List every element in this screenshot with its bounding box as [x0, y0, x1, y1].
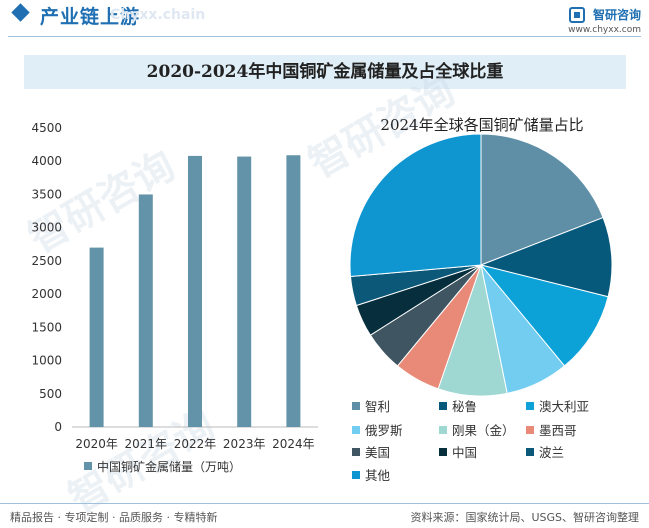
- pie-slice: [479, 264, 609, 367]
- y-tick-label: 3500: [31, 187, 62, 201]
- pie-legend-label: 墨西哥: [539, 423, 577, 438]
- pie-legend-label: 澳大利亚: [539, 399, 589, 414]
- pie-legend-swatch: [526, 448, 534, 456]
- pie-legend-swatch: [439, 426, 447, 434]
- pie-slice: [480, 133, 604, 266]
- y-tick-label: 2500: [31, 254, 62, 268]
- bar: [286, 155, 301, 427]
- pie-legend-swatch: [352, 471, 360, 479]
- pie-slice: [479, 216, 613, 298]
- pie-legend-swatch: [439, 402, 447, 410]
- legend-label: 中国铜矿金属储量（万吨）: [97, 459, 241, 474]
- pie-legend-label: 波兰: [539, 445, 564, 460]
- bar: [237, 156, 252, 427]
- header-watermark: Chyxx.chain: [110, 7, 206, 23]
- logo-url: www.chyxx.com: [568, 25, 641, 35]
- logo-icon: [568, 6, 585, 23]
- legend-swatch: [84, 462, 92, 470]
- bar: [89, 247, 104, 427]
- footer-slogan: 精品报告 · 专项定制 · 品质服务 · 专精特新: [10, 511, 218, 524]
- bar: [138, 194, 153, 427]
- y-tick-label: 1000: [31, 354, 62, 368]
- y-tick-label: 4000: [31, 154, 62, 168]
- y-tick-label: 2000: [31, 287, 62, 301]
- x-tick-label: 2024年: [272, 437, 315, 451]
- pie-legend-label: 其他: [365, 468, 391, 483]
- chart-main-title: 2020-2024年中国铜矿金属储量及占全球比重: [24, 55, 626, 89]
- pie-legend-label: 智利: [365, 399, 390, 414]
- pie-legend-label: 俄罗斯: [365, 423, 403, 438]
- pie-legend-swatch: [352, 402, 360, 410]
- pie-legend-label: 秘鲁: [452, 399, 477, 414]
- y-tick-label: 4500: [31, 121, 62, 135]
- pie-legend-label: 中国: [452, 445, 477, 460]
- y-tick-label: 1500: [31, 320, 62, 334]
- x-tick-label: 2023年: [223, 437, 266, 451]
- pie-legend-label: 刚果（金）: [452, 423, 515, 438]
- y-tick-label: 0: [54, 420, 62, 434]
- pie-title: 2024年全球各国铜矿储量占比: [380, 116, 583, 134]
- logo-name: 智研咨询: [592, 8, 641, 22]
- pie-legend-swatch: [352, 448, 360, 456]
- y-tick-label: 3000: [31, 221, 62, 235]
- pie-slice: [349, 133, 482, 278]
- pie-legend-swatch: [526, 402, 534, 410]
- y-tick-label: 500: [39, 387, 62, 401]
- section-title: 产业链上游: [40, 6, 141, 28]
- pie-legend-swatch: [352, 426, 360, 434]
- pie-legend-label: 美国: [365, 445, 390, 460]
- x-tick-label: 2021年: [125, 437, 168, 451]
- header-divider: [8, 36, 641, 37]
- pie-legend-swatch: [526, 426, 534, 434]
- bar: [188, 155, 202, 427]
- pie-legend-swatch: [439, 448, 447, 456]
- footer: 精品报告 · 专项定制 · 品质服务 · 专精特新 资料来源：国家统计局、USG…: [0, 503, 649, 528]
- x-tick-label: 2020年: [75, 437, 118, 451]
- data-source: 资料来源：国家统计局、USGS、智研咨询整理: [410, 511, 639, 524]
- brand-logo: 智研咨询 www.chyxx.com: [568, 4, 641, 35]
- top-bar: 产业链上游 Chyxx.chain 智研咨询 www.chyxx.com: [0, 0, 649, 35]
- x-tick-label: 2022年: [174, 437, 217, 451]
